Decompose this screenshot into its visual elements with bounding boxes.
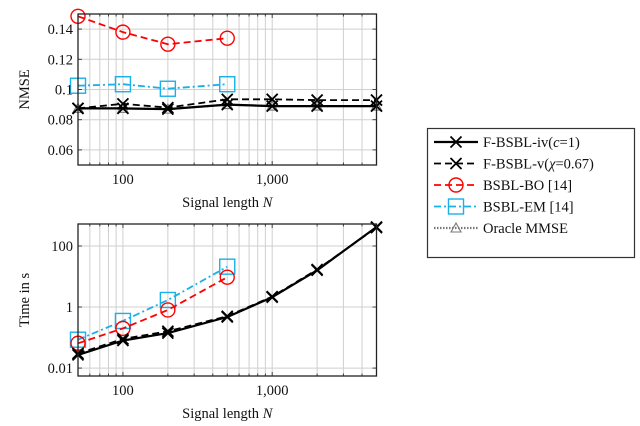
nmse-x-tick-label-100: 100 — [112, 172, 134, 188]
time-series — [69, 220, 383, 362]
legend-label-oracle-main: Oracle MMSE — [483, 221, 568, 237]
nmse-point-fbsbl_iv-1000 — [266, 99, 279, 113]
nmse-point-bsbl_bo-200 — [160, 36, 176, 52]
time-point-fbsbl_iv-2000 — [310, 264, 324, 277]
legend-symbol-bsbl_em — [434, 198, 478, 215]
nmse-point-fbsbl_v-2000 — [310, 93, 324, 107]
nmse-y-tick-label-0.08: 0.08 — [48, 113, 73, 129]
time-plot: 100 1,000 0.01 1 100 Signal length N Tim… — [17, 220, 383, 422]
nmse-grid — [77, 14, 377, 165]
nmse-x-axis-title: Signal length N — [182, 195, 274, 211]
legend-label-bsbl-em-main: BSBL-EM [14] — [483, 200, 574, 216]
time-grid — [77, 224, 377, 376]
legend-marker-fbsbl_iv — [449, 135, 463, 149]
legend-label-fbsbl-v-rest: =0.67) — [555, 157, 594, 173]
legend-box — [426, 127, 636, 259]
time-point-bsbl_bo-100 — [115, 320, 131, 337]
time-x-axis-title-text: Signal length — [182, 406, 263, 422]
legend-symbol-bsbl_bo — [434, 177, 478, 193]
legend-label-bsbl-bo: BSBL-BO [14] — [483, 178, 572, 194]
time-axes-frame — [77, 223, 378, 377]
nmse-x-tick-label-1000: 1,000 — [256, 172, 289, 188]
legend-label-fbsbl-iv-main: F-BSBL-iv( — [483, 135, 553, 151]
time-x-tick-label-1000: 1,000 — [256, 383, 289, 399]
legend-label-fbsbl-v-var: χ — [547, 157, 556, 173]
nmse-series-bsbl_em — [69, 76, 236, 97]
legend-label-bsbl-bo-main: BSBL-BO [14] — [483, 178, 572, 194]
legend-marker-fbsbl_v — [449, 157, 463, 170]
time-y-tick-label-0.01: 0.01 — [48, 361, 73, 377]
time-x-axis-title-var: N — [262, 406, 274, 422]
time-y-tick-label-1: 1 — [66, 300, 73, 316]
nmse-point-fbsbl_v-200 — [161, 101, 174, 114]
nmse-point-fbsbl_iv-500 — [221, 98, 234, 111]
time-line-bsbl_bo — [77, 276, 228, 345]
time-point-bsbl_em-500 — [219, 258, 236, 275]
legend-marker-bsbl_em — [447, 198, 465, 215]
time-point-fbsbl_iv-500 — [221, 310, 234, 324]
time-series-bsbl_bo — [70, 269, 235, 351]
nmse-y-tick-label-0.1: 0.1 — [55, 83, 73, 99]
nmse-point-bsbl_bo-100 — [115, 24, 131, 40]
time-point-fbsbl_v-200 — [161, 325, 174, 338]
time-point-fbsbl_iv-200 — [161, 326, 174, 340]
nmse-line-bsbl_em — [77, 83, 228, 90]
legend-label-fbsbl-iv-rest: =1) — [560, 135, 580, 151]
nmse-series-fbsbl_iv — [71, 98, 383, 116]
time-x-tick-label-100: 100 — [112, 383, 134, 399]
legend-label-fbsbl-v: F-BSBL-v(χ=0.67) — [483, 157, 594, 173]
time-y-tick-label-100: 100 — [51, 239, 73, 255]
time-x-axis-title: Signal length N — [182, 406, 274, 422]
time-y-axis-title: Time in s — [17, 273, 33, 328]
legend-label-fbsbl-iv: F-BSBL-iv(c=1) — [483, 135, 580, 151]
nmse-y-tick-label-0.14: 0.14 — [48, 22, 74, 38]
nmse-y-tick-label-0.06: 0.06 — [48, 143, 73, 159]
time-line-bsbl_em — [77, 265, 228, 341]
nmse-x-axis-title-text: Signal length — [182, 195, 263, 211]
legend-symbol-oracle — [434, 221, 478, 233]
nmse-point-bsbl_bo-500 — [219, 30, 235, 46]
nmse-point-fbsbl_iv-2000 — [310, 99, 324, 113]
legend-marker-bsbl_bo — [448, 177, 464, 193]
nmse-series — [69, 8, 383, 116]
nmse-point-fbsbl_v-500 — [221, 93, 234, 106]
nmse-axes-frame — [77, 13, 378, 166]
nmse-series-bsbl_bo — [70, 8, 235, 52]
nmse-point-fbsbl_iv-200 — [161, 102, 174, 116]
legend-marker-oracle — [450, 221, 462, 233]
legend: F-BSBL-iv(c=1) F-BSBL-v(χ=0.67) BSBL-BO … — [426, 127, 636, 259]
time-point-fbsbl_iv-1000 — [266, 291, 279, 304]
nmse-point-bsbl_em-100 — [114, 76, 132, 93]
nmse-y-tick-label-0.12: 0.12 — [48, 52, 73, 68]
nmse-plot: 100 1,000 0.06 0.08 0.1 0.12 0.14 Signal… — [17, 8, 383, 211]
nmse-point-bsbl_em-500 — [219, 76, 236, 93]
legend-symbol-fbsbl_iv — [434, 135, 478, 149]
time-point-fbsbl_iv-100 — [116, 334, 130, 347]
nmse-line-bsbl_bo — [77, 15, 228, 46]
time-point-bsbl_bo-500 — [219, 269, 235, 285]
nmse-y-axis-title: NMSE — [17, 69, 33, 109]
legend-label-bsbl-em: BSBL-EM [14] — [483, 200, 574, 216]
nmse-point-fbsbl_iv-100 — [116, 102, 130, 115]
time-point-bsbl_em-200 — [159, 291, 177, 309]
legend-symbol-fbsbl_v — [434, 157, 478, 170]
nmse-point-bsbl_em-200 — [159, 80, 177, 97]
time-point-bsbl_bo-200 — [160, 302, 176, 318]
legend-label-fbsbl-iv-var: c — [553, 135, 560, 151]
legend-label-fbsbl-v-main: F-BSBL-v( — [483, 157, 549, 173]
legend-symbols — [434, 135, 478, 233]
nmse-x-axis-title-var: N — [262, 195, 274, 211]
legend-label-oracle: Oracle MMSE — [483, 221, 568, 237]
